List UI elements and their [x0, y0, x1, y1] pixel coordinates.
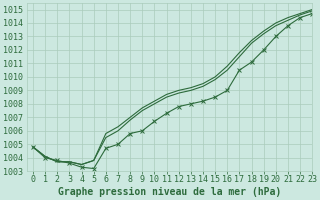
X-axis label: Graphe pression niveau de la mer (hPa): Graphe pression niveau de la mer (hPa) — [58, 187, 281, 197]
